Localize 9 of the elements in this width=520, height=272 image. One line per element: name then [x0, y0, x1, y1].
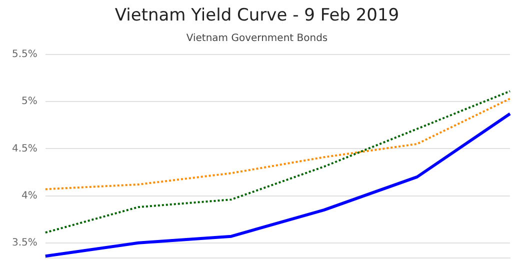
chart-title: Vietnam Yield Curve - 9 Feb 2019 — [114, 6, 400, 26]
y-tick-label: 5% — [22, 96, 38, 108]
line-series — [44, 98, 511, 190]
y-tick-label: 4% — [22, 190, 38, 202]
chart-subtitle: Vietnam Government Bonds — [186, 32, 328, 44]
y-tick-label: 4.5% — [12, 143, 38, 154]
line-series — [44, 90, 511, 234]
y-tick-label: 3.5% — [12, 238, 38, 249]
y-tick-label: 5.5% — [12, 48, 38, 60]
